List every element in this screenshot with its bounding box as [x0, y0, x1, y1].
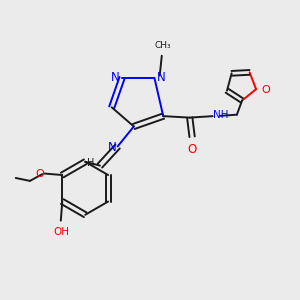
- Text: OH: OH: [53, 226, 69, 237]
- Text: N: N: [108, 141, 117, 154]
- Text: CH₃: CH₃: [154, 41, 171, 50]
- Text: NH: NH: [213, 110, 229, 120]
- Text: O: O: [261, 85, 270, 95]
- Text: N: N: [157, 71, 166, 84]
- Text: O: O: [188, 143, 197, 156]
- Text: H: H: [87, 158, 94, 168]
- Text: O: O: [35, 169, 44, 178]
- Text: N: N: [111, 71, 120, 84]
